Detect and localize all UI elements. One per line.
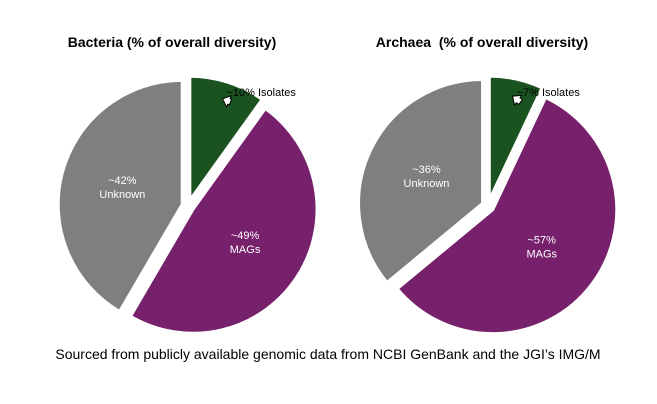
slice-label-unknown: ~36% Unknown <box>404 164 450 190</box>
callout-label-isolates: ~10% Isolates <box>226 87 296 99</box>
source-note: Sourced from publicly available genomic … <box>55 346 600 362</box>
chart-title: Archaea (% of overall diversity) <box>376 34 588 50</box>
callout-arrow <box>511 94 524 107</box>
callout-arrow <box>221 94 233 109</box>
pie-slice-mags <box>128 106 319 335</box>
pie-slice-isolates <box>487 74 545 201</box>
pie-slice-unknown <box>357 77 485 285</box>
pie-slice-unknown <box>56 78 184 314</box>
slice-label-mags: ~57% MAGs <box>526 235 557 261</box>
archaea-pie-chart: Archaea (% of overall diversity) ~7% Iso… <box>357 34 619 336</box>
slice-label-unknown: ~42% Unknown <box>99 175 145 201</box>
pie-slice-mags <box>395 95 619 336</box>
bacteria-pie-chart: Bacteria (% of overall diversity) ~10% I… <box>56 34 319 335</box>
chart-title: Bacteria (% of overall diversity) <box>68 34 277 50</box>
pie-slice-isolates <box>188 74 265 205</box>
callout-label-isolates: ~7% Isolates <box>517 87 581 99</box>
slice-label-mags: ~49% MAGs <box>230 230 261 256</box>
